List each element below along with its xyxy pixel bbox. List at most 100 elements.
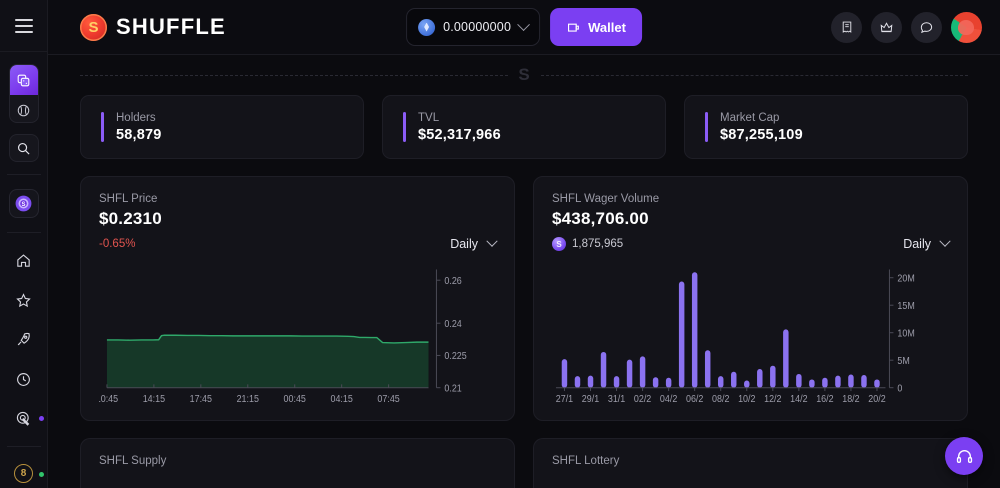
svg-text:20M: 20M <box>897 273 914 285</box>
price-chart-svg: 0.26 0.24 0.225 0.21 10:45 14:15 17:45 21:15 00:… <box>99 265 467 406</box>
svg-text:07:45: 07:45 <box>377 394 399 406</box>
hamburger-menu-button[interactable] <box>0 0 48 53</box>
wallet-button[interactable]: Wallet <box>550 8 642 46</box>
shfl-price-card: SHFL Price $0.2310 -0.65% Daily 0.26 0.24… <box>80 176 515 421</box>
svg-text:10:45: 10:45 <box>99 394 118 406</box>
stat-value: $87,255,109 <box>720 126 803 143</box>
balance-selector[interactable]: 0.00000000 <box>406 8 541 46</box>
bets-button[interactable] <box>831 11 862 43</box>
clock-icon <box>17 372 30 386</box>
baseball-icon <box>17 104 30 116</box>
chevron-down-icon <box>486 235 498 247</box>
svg-text:21:15: 21:15 <box>237 394 259 406</box>
accent-bar <box>403 112 406 142</box>
stat-card-tvl: TVL $52,317,966 <box>382 95 666 159</box>
price-change: -0.65% <box>99 238 136 250</box>
svg-text:17:45: 17:45 <box>190 394 212 406</box>
volume-period-selector[interactable]: Daily <box>903 235 951 251</box>
svg-text:16/2: 16/2 <box>816 394 833 406</box>
sidebar-item-sports[interactable] <box>10 95 38 122</box>
sidebar-divider-1 <box>6 174 41 176</box>
sidebar-item-favourites[interactable] <box>9 286 39 314</box>
stat-value: $52,317,966 <box>418 126 501 143</box>
vip-button[interactable] <box>871 11 902 43</box>
svg-text:02/2: 02/2 <box>634 394 651 406</box>
shfl-token-icon: S <box>15 195 32 212</box>
wallet-icon <box>568 23 579 32</box>
hamburger-menu-icon <box>14 18 33 33</box>
stat-label: Holders <box>116 111 156 124</box>
sidebar-item-casino[interactable] <box>9 65 38 96</box>
target-cursor-icon <box>16 411 30 426</box>
sidebar-item-recent[interactable] <box>9 365 39 393</box>
brand-name: SHUFFLE <box>116 14 226 39</box>
svg-text:0.21: 0.21 <box>444 383 461 395</box>
svg-text:04:15: 04:15 <box>330 394 352 406</box>
user-avatar[interactable] <box>951 11 982 43</box>
sidebar-item-home[interactable] <box>9 247 39 275</box>
accent-bar <box>101 112 104 142</box>
svg-text:20/2: 20/2 <box>868 394 885 406</box>
section-divider: S <box>80 55 968 95</box>
svg-text:10/2: 10/2 <box>738 394 755 406</box>
chevron-down-icon <box>517 17 530 31</box>
rocket-icon <box>17 333 30 346</box>
headset-icon <box>956 449 972 463</box>
main-column: S SHUFFLE 0.00000000 Wallet <box>48 0 1000 488</box>
shuffle-coin-logo: S <box>80 13 107 41</box>
dashboard-content: S Holders 58,879 TVL $52,317,966 <box>48 55 1000 488</box>
svg-text:31/1: 31/1 <box>608 394 625 406</box>
chat-button[interactable] <box>911 11 942 43</box>
eth-coin-icon <box>418 18 436 36</box>
support-button[interactable] <box>945 437 983 475</box>
balance-value: 0.00000000 <box>443 20 512 34</box>
stat-card-market-cap: Market Cap $87,255,109 <box>684 95 968 159</box>
shfl-supply-card: SHFL Supply <box>80 438 515 488</box>
mode-toggle-group <box>8 64 39 123</box>
card-value: $0.2310 <box>99 209 162 228</box>
level-indicator-dot <box>38 471 44 477</box>
dice-icon <box>17 74 30 86</box>
chat-bubble-icon <box>920 21 933 33</box>
price-period-selector[interactable]: Daily <box>450 235 498 251</box>
sidebar-divider-3 <box>6 445 41 447</box>
sidebar-item-shfl-token[interactable]: S <box>8 189 39 218</box>
stat-label: TVL <box>418 111 440 124</box>
header-center-group: 0.00000000 Wallet <box>406 8 642 46</box>
sidebar-item-level[interactable]: 8 <box>9 460 44 488</box>
shfl-wager-volume-card: SHFL Wager Volume $438,706.00 S 1,875,96… <box>533 176 968 421</box>
volume-token-count: 1,875,965 <box>572 238 624 250</box>
svg-text:0.26: 0.26 <box>444 275 461 287</box>
receipt-icon <box>842 21 851 33</box>
brand-logo-link[interactable]: S SHUFFLE <box>80 13 226 41</box>
svg-text:14:15: 14:15 <box>143 394 165 406</box>
sidebar-item-originals[interactable] <box>9 326 39 354</box>
svg-text:0.225: 0.225 <box>444 351 466 363</box>
wallet-button-label: Wallet <box>588 19 626 35</box>
price-chart-plot: 0.26 0.24 0.225 0.21 10:45 14:15 17:45 21:15 00:… <box>99 265 496 410</box>
svg-text:12/2: 12/2 <box>764 394 781 406</box>
divider-shuffle-logo: S <box>518 65 530 84</box>
stat-label: Market Cap <box>720 111 780 124</box>
chart-cards: SHFL Price $0.2310 -0.65% Daily 0.26 0.24… <box>80 176 968 421</box>
header-actions <box>831 11 982 43</box>
svg-text:04/2: 04/2 <box>660 394 677 406</box>
svg-text:18/2: 18/2 <box>842 394 859 406</box>
svg-text:14/2: 14/2 <box>790 394 807 406</box>
card-subrow: S 1,875,965 Daily <box>552 233 951 255</box>
stat-card-holders: Holders 58,879 <box>80 95 364 159</box>
volume-chart-svg: 0 5M 10M 15M 20M 27/1 29/1 31/1 02/2 04/2 06/2 08/2… <box>556 265 915 406</box>
period-label: Daily <box>450 237 478 251</box>
crown-icon <box>880 21 893 32</box>
volume-chart-plot: 0 5M 10M 15M 20M 27/1 29/1 31/1 02/2 04/2 06/2 08/2… <box>552 265 949 410</box>
search-icon <box>17 142 30 155</box>
sidebar-item-promotions[interactable] <box>9 404 44 432</box>
top-header: S SHUFFLE 0.00000000 Wallet <box>48 0 1000 55</box>
search-button[interactable] <box>8 133 39 163</box>
svg-text:00:45: 00:45 <box>284 394 306 406</box>
svg-text:5M: 5M <box>897 355 909 367</box>
accent-bar <box>705 112 708 142</box>
svg-text:15M: 15M <box>897 300 914 312</box>
sidebar-divider-2 <box>6 231 41 233</box>
